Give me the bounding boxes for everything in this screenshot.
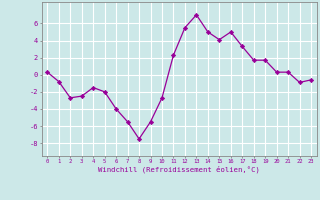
X-axis label: Windchill (Refroidissement éolien,°C): Windchill (Refroidissement éolien,°C) xyxy=(98,166,260,173)
